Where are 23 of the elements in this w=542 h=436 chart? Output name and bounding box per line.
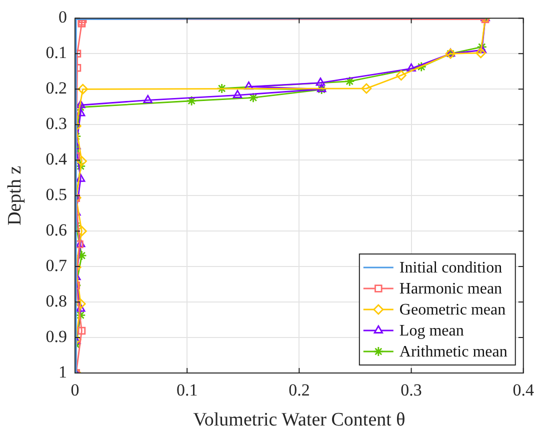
y-tick-label: 0.7 — [46, 256, 68, 276]
x-tick-label: 0.4 — [512, 380, 534, 400]
y-tick-label: 0.5 — [46, 185, 67, 204]
legend-label: Harmonic mean — [399, 280, 502, 298]
y-tick-label: 0 — [58, 8, 67, 27]
x-tick-label: 0.3 — [400, 380, 422, 400]
y-tick-label: 0.6 — [46, 220, 67, 240]
y-tick-label: 0.2 — [46, 78, 67, 98]
y-tick-label: 1 — [58, 362, 67, 382]
legend-label: Geometric mean — [399, 302, 506, 319]
x-tick-label: 0.2 — [288, 380, 310, 400]
legend-label: Arithmetic mean — [399, 344, 508, 361]
x-tick-label: 0.1 — [176, 380, 198, 400]
y-tick-label: 0.8 — [46, 292, 67, 311]
legend-label: Initial condition — [399, 260, 502, 277]
x-axis-title: Volumetric Water Content θ — [193, 410, 406, 431]
x-tick-label: 0 — [70, 380, 80, 400]
y-tick-label: 0.4 — [46, 150, 68, 169]
legend-label: Log mean — [399, 322, 464, 340]
y-tick-label: 0.3 — [46, 114, 67, 134]
y-tick-label: 0.1 — [46, 43, 67, 62]
y-tick-label: 0.9 — [46, 326, 67, 346]
y-axis-title: Depth z — [4, 166, 26, 226]
